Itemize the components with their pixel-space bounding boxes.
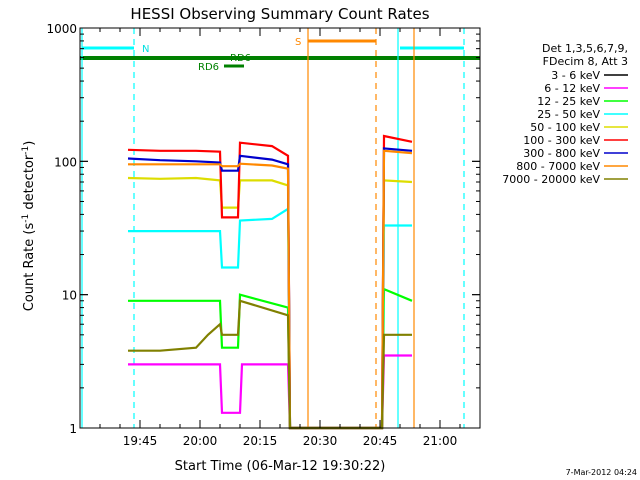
y-tick-label: 1 bbox=[69, 422, 77, 436]
series-line-7 bbox=[128, 149, 413, 430]
legend-label-2: 12 - 25 keV bbox=[537, 95, 600, 108]
x-tick-label: 19:45 bbox=[123, 434, 158, 448]
saa-label: S bbox=[295, 37, 301, 48]
legend-label-0: 3 - 6 keV bbox=[551, 69, 600, 82]
x-tick-label: 20:45 bbox=[363, 434, 398, 448]
series-line-1 bbox=[128, 354, 412, 430]
legend-label-6: 300 - 800 keV bbox=[523, 147, 600, 160]
legend-header-line2: FDecim 8, Att 3 bbox=[543, 55, 628, 68]
series-line-3 bbox=[128, 206, 412, 430]
chart-title: HESSI Observing Summary Count Rates bbox=[130, 5, 429, 23]
y-tick-label: 1000 bbox=[46, 22, 77, 36]
legend-label-8: 7000 - 20000 keV bbox=[502, 173, 600, 186]
legend-label-3: 25 - 50 keV bbox=[537, 108, 600, 121]
legend-label-1: 6 - 12 keV bbox=[544, 82, 600, 95]
legend-label-7: 800 - 7000 keV bbox=[516, 160, 600, 173]
night-label: N bbox=[142, 44, 149, 55]
x-tick-label: 20:00 bbox=[183, 434, 218, 448]
y-tick-label: 100 bbox=[54, 155, 77, 169]
rd6-label: RD6 bbox=[230, 53, 251, 64]
x-tick-label: 21:00 bbox=[423, 434, 458, 448]
x-axis-label: Start Time (06-Mar-12 19:30:22) bbox=[175, 459, 386, 474]
plot-frame bbox=[79, 27, 481, 429]
x-tick-label: 20:30 bbox=[303, 434, 338, 448]
y-tick-label: 10 bbox=[62, 289, 77, 303]
x-tick-label: 20:15 bbox=[243, 434, 278, 448]
legend-label-5: 100 - 300 keV bbox=[523, 134, 600, 147]
y-axis-label: Count Rate (s-1 detector-1) bbox=[21, 141, 37, 312]
rd6-label: RD6 bbox=[198, 62, 219, 73]
legend-label-4: 50 - 100 keV bbox=[530, 121, 600, 134]
series-line-6 bbox=[127, 147, 413, 430]
plot-area: N S RD6 RD6 19:45 20:00 20:15 20:30 20:45 21:00 1 1… bbox=[46, 22, 481, 448]
legend-header-line1: Det 1,3,5,6,7,9, bbox=[542, 42, 628, 55]
timestamp-label: 7-Mar-2012 04:24 bbox=[566, 468, 637, 477]
